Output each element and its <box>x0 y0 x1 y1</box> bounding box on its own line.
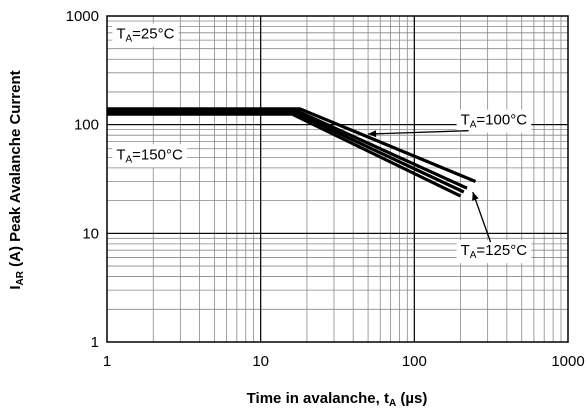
x-axis-label-sub: A <box>389 398 396 409</box>
x-axis-label-main: Time in avalanche, t <box>247 390 389 407</box>
series-layer <box>107 107 477 198</box>
annotation-text-main: T <box>461 112 470 129</box>
annotation-text-sub: A <box>470 120 477 131</box>
annotation-text-main: T <box>461 242 470 259</box>
annotation-text-rest: =150°C <box>132 146 183 163</box>
annotation-text-rest: =100°C <box>476 112 527 129</box>
y-axis-label-main: I <box>7 285 24 289</box>
annotation-text-sub: A <box>125 154 132 165</box>
annotation-text: TA=125°C <box>461 242 528 261</box>
annotation-arrow-line <box>368 130 469 135</box>
series-line-0 <box>107 107 477 183</box>
annotation-text-sub: A <box>470 250 477 261</box>
x-axis-label: Time in avalanche, tA (µs) <box>247 390 428 409</box>
series-line-3 <box>107 112 462 198</box>
annotation-text-rest: =125°C <box>476 242 527 259</box>
y-tick-label: 100 <box>74 117 99 134</box>
series-annotation-0: TA=25°C <box>112 23 179 47</box>
series-line-2 <box>107 110 465 194</box>
y-tick-label: 1 <box>91 334 99 351</box>
annotation-text-main: T <box>116 26 125 43</box>
series-annotation-3: TA=150°C <box>112 144 187 168</box>
annotation-arrow-head <box>368 130 377 138</box>
annotation-text-sub: A <box>125 34 132 45</box>
x-tick-label: 1 <box>103 353 111 370</box>
y-axis-label: IAR (A) Peak Avalanche Current <box>7 70 26 289</box>
annotation-text: TA=100°C <box>461 112 528 131</box>
annotation-box <box>456 109 532 133</box>
series-annotation-1: TA=100°C <box>456 109 532 133</box>
annotation-text-main: T <box>116 146 125 163</box>
annotation-box <box>112 144 187 168</box>
y-axis-label-sub: AR <box>15 270 26 285</box>
x-tick-label: 1000 <box>551 353 584 370</box>
annotation-box <box>456 240 532 264</box>
x-tick-label: 10 <box>252 353 269 370</box>
y-tick-labels: 1 10 100 1000 <box>66 8 99 351</box>
plot-frame <box>106 15 569 343</box>
annotation-text-rest: =25°C <box>132 26 174 43</box>
x-tick-label: 100 <box>402 353 427 370</box>
annotation-text: TA=150°C <box>116 146 183 165</box>
y-tick-label: 1000 <box>66 8 99 25</box>
series-annotation-2: TA=125°C <box>456 240 532 264</box>
annotation-arrow-line <box>472 191 492 243</box>
x-tick-labels: 1 10 100 1000 <box>103 353 585 370</box>
y-tick-label: 10 <box>82 225 99 242</box>
annotation-arrows <box>368 130 492 243</box>
series-line-1 <box>107 108 468 190</box>
grid-minor <box>107 16 568 342</box>
annotation-boxes: TA=25°CTA=100°CTA=150°CTA=125°C <box>112 23 532 264</box>
annotation-box <box>112 23 179 47</box>
annotation-text: TA=25°C <box>116 26 174 45</box>
x-axis-label-unit: (µs) <box>396 390 427 407</box>
annotation-arrow-head <box>472 192 479 201</box>
y-axis-label-unit: (A) Peak Avalanche Current <box>7 70 24 271</box>
